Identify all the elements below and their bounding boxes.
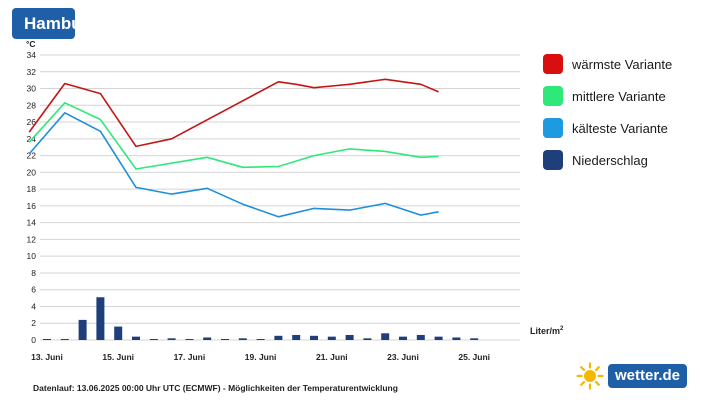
x-tick-label-2: 17. Juni [174,352,206,362]
precip-bar-21 [416,334,425,340]
y-tick-label-2: 2 [31,318,36,328]
location-title: Hambu [12,8,75,39]
y-tick-label-28: 28 [27,100,37,110]
precip-bar-13 [274,335,283,340]
x-axis-ticks: 13. Juni 15. Juni 17. Juni 19. Juni 21. Juni… [31,352,490,362]
legend-label-precipitation: Niederschlag [572,152,648,168]
precip-bar-4 [114,326,123,340]
precip-bar-3 [96,297,105,340]
legend-swatch-warmest [543,54,563,74]
x-tick-label-3: 19. Juni [245,352,277,362]
y-tick-label-26: 26 [27,117,37,127]
precip-bar-24 [470,338,479,340]
x-tick-label-5: 23. Juni [387,352,419,362]
y-tick-label-12: 12 [27,234,37,244]
precip-bar-23 [452,337,461,340]
precip-bar-6 [149,339,158,340]
legend-item-coldest: kälteste Variante [543,112,672,144]
brand-logo[interactable]: wetter.de [576,362,688,390]
precip-bar-10 [221,339,229,340]
precip-bar-16 [327,336,336,340]
grid-lines [40,54,520,341]
precipitation-unit-label: Liter/m2 [530,326,563,336]
precip-bar-9 [203,337,212,340]
data-run-note: Datenlauf: 13.06.2025 00:00 Uhr UTC (ECM… [33,383,398,393]
y-tick-label-4: 4 [31,301,36,311]
precip-bar-22 [434,336,443,340]
precip-bar-19 [381,333,390,340]
series-line-1 [28,102,439,170]
y-tick-label-16: 16 [27,201,37,211]
precip-bar-8 [185,339,194,340]
legend-swatch-precipitation [543,150,563,170]
legend-label-warmest: wärmste Variante [572,56,673,72]
precipitation-bars [43,297,479,340]
y-tick-label-22: 22 [27,151,37,161]
x-tick-label-4: 21. Juni [316,352,348,362]
y-tick-label-32: 32 [27,67,37,77]
precip-bar-5 [132,336,140,340]
legend-item-precipitation: Niederschlag [543,144,672,176]
y-tick-label-8: 8 [31,268,36,278]
x-tick-label-0: 13. Juni [31,352,63,362]
precip-bar-11 [238,338,247,340]
precip-bar-7 [167,338,176,340]
series-line-0 [28,78,439,148]
y-tick-label-30: 30 [27,84,37,94]
legend-swatch-coldest [543,118,563,138]
precip-bar-18 [363,338,372,340]
precip-bar-2 [78,319,87,340]
precip-bar-20 [399,336,407,340]
y-tick-label-6: 6 [31,285,36,295]
x-tick-label-6: 25. Juni [458,352,490,362]
precip-bar-17 [345,334,354,340]
x-tick-label-1: 15. Juni [102,352,134,362]
y-tick-label-10: 10 [27,251,37,261]
y-axis-unit-label: °C [26,39,36,49]
precip-bar-12 [256,339,265,340]
brand-name: wetter.de [608,364,688,388]
legend: wärmste Variante mittlere Variante kälte… [543,48,672,176]
y-tick-label-18: 18 [27,184,37,194]
legend-label-coldest: kälteste Variante [572,120,668,136]
precip-bar-15 [310,335,318,340]
y-tick-label-20: 20 [27,167,37,177]
temperature-lines [28,78,439,218]
precip-bar-1 [60,339,69,340]
legend-item-medium: mittlere Variante [543,80,672,112]
legend-swatch-medium [543,86,563,106]
legend-label-medium: mittlere Variante [572,88,666,104]
y-tick-label-34: 34 [27,50,37,60]
precip-bar-14 [292,334,301,340]
precipitation-unit-text: Liter/m [530,326,561,336]
precipitation-unit-superscript: 2 [560,326,564,332]
y-tick-label-0: 0 [31,335,36,345]
legend-item-warmest: wärmste Variante [543,48,672,80]
precip-bar-0 [43,339,51,340]
sun-icon [576,362,604,390]
series-line-2 [28,112,439,218]
y-tick-label-14: 14 [27,218,37,228]
